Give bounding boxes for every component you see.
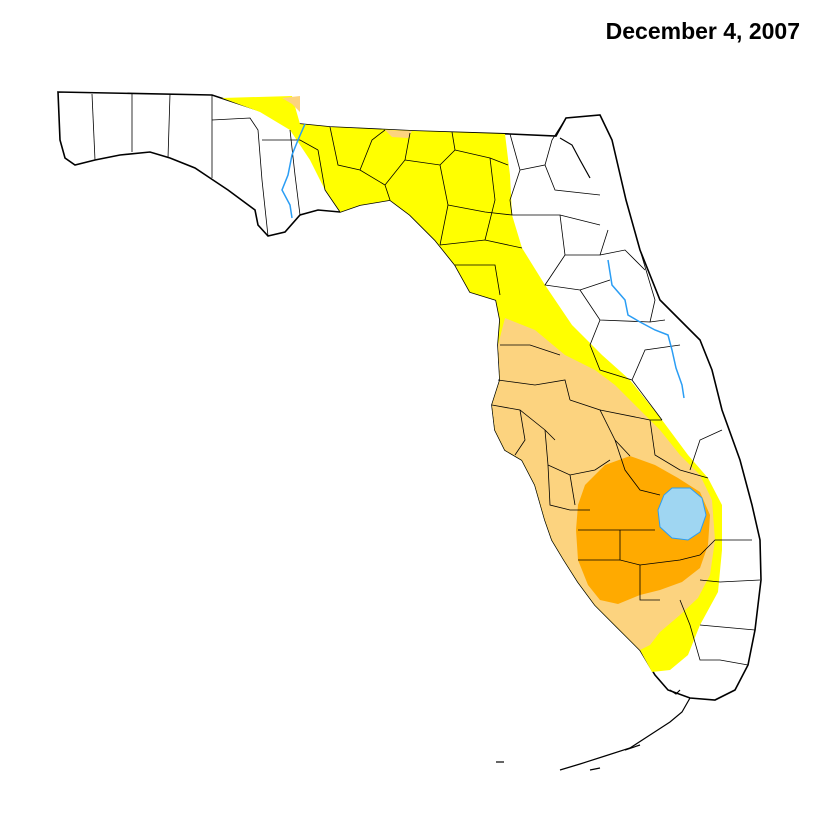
rivers bbox=[281, 123, 685, 399]
coastal-islands bbox=[496, 137, 691, 771]
map-date-title: December 4, 2007 bbox=[605, 18, 800, 44]
lake-okeechobee bbox=[657, 487, 707, 541]
apalachicola-river bbox=[281, 123, 306, 219]
drought-area-d1-north-border bbox=[385, 130, 412, 138]
drought-area-d1-panhandle-corner bbox=[282, 96, 300, 112]
st-johns-river bbox=[607, 259, 685, 399]
county-lines bbox=[91, 93, 761, 666]
